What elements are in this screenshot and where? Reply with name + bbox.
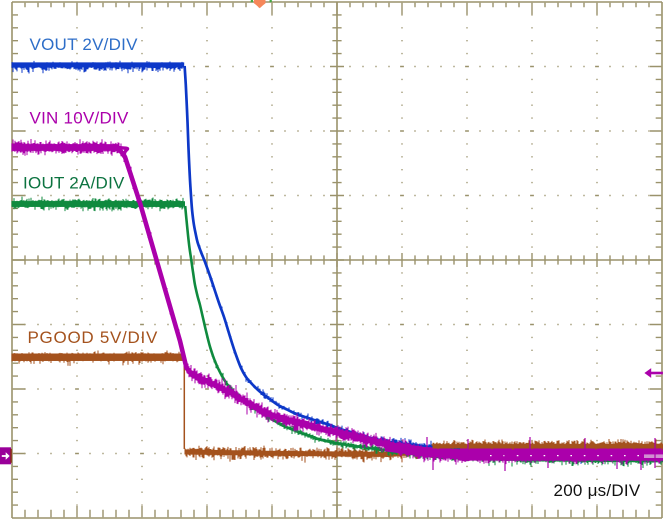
svg-text:PGOOD 5V/DIV: PGOOD 5V/DIV: [28, 328, 159, 347]
svg-text:VOUT 2V/DIV: VOUT 2V/DIV: [30, 35, 139, 54]
svg-text:200 μs/DIV: 200 μs/DIV: [554, 481, 641, 500]
svg-text:VIN 10V/DIV: VIN 10V/DIV: [30, 109, 130, 128]
svg-text:IOUT 2A/DIV: IOUT 2A/DIV: [23, 174, 125, 193]
